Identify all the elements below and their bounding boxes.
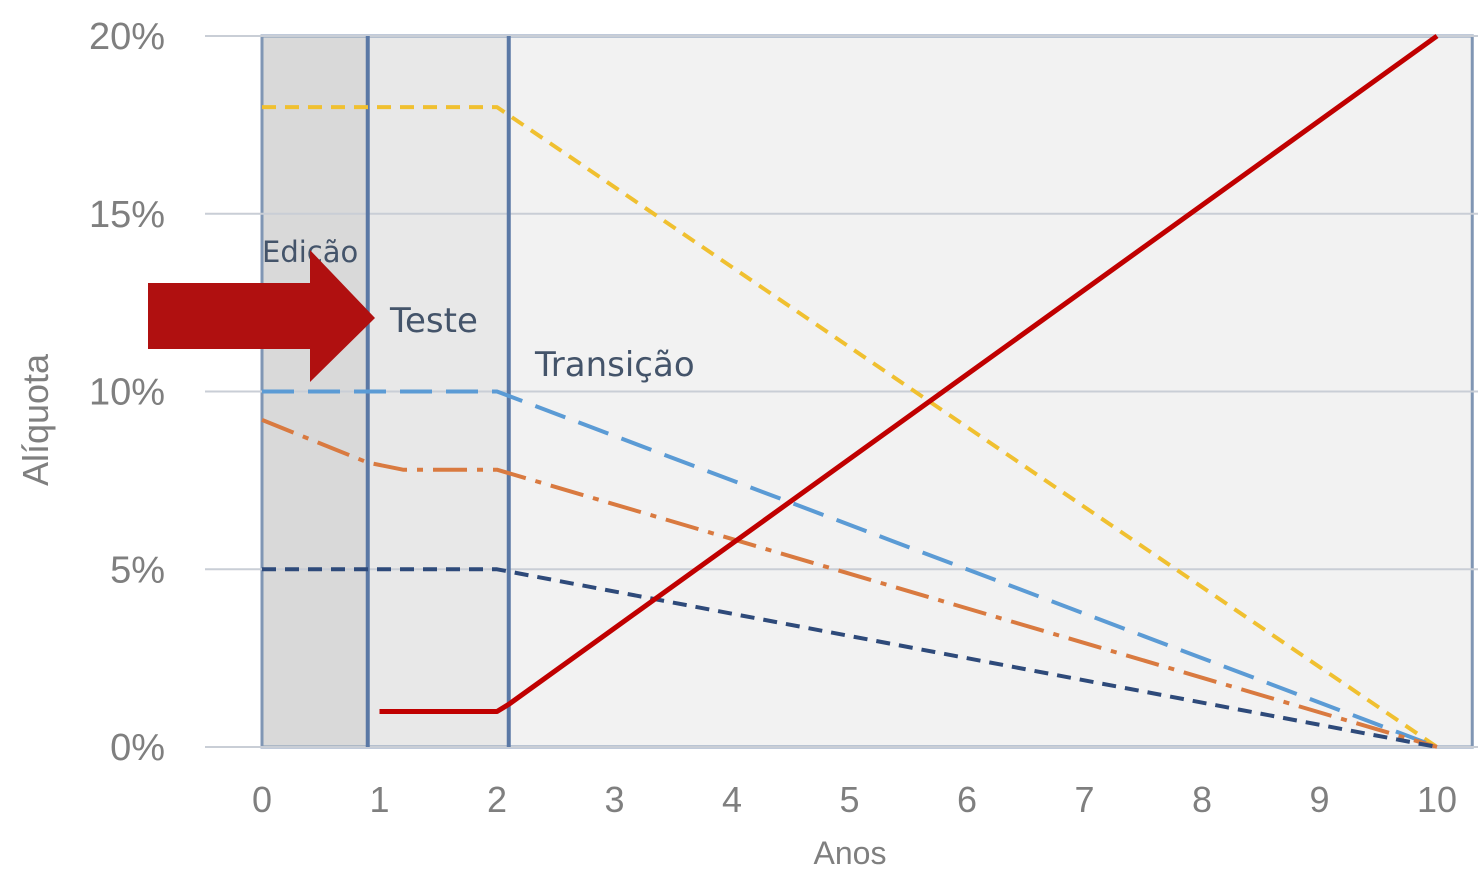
y-tick-label-1: 5% [110, 549, 165, 591]
y-tick-label-0: 0% [110, 727, 165, 769]
phase-label-transicao: Transição [534, 345, 695, 385]
x-tick-label-10: 10 [1417, 779, 1457, 820]
series-line-2 [262, 389, 1438, 749]
x-axis-ticks: 0 1 2 3 4 5 6 7 8 9 10 [252, 779, 1457, 820]
y-tick-label-2: 10% [89, 372, 165, 414]
series-line-0 [379, 33, 1439, 714]
y-tick-label-4: 20% [89, 16, 165, 58]
y-axis-title: Alíquota [15, 353, 56, 486]
x-axis-title: Anos [814, 835, 887, 869]
series-line-4 [262, 567, 1438, 749]
x-tick-label-1: 1 [369, 779, 389, 820]
x-tick-label-6: 6 [957, 779, 977, 820]
series-line-3 [261, 418, 1438, 749]
x-tick-label-2: 2 [487, 779, 507, 820]
x-tick-label-5: 5 [839, 779, 859, 820]
x-tick-label-9: 9 [1309, 779, 1329, 820]
series-line-1 [262, 105, 1439, 749]
x-tick-label-0: 0 [252, 779, 272, 820]
y-axis-ticks: 0% 5% 10% 15% 20% [89, 16, 165, 769]
x-tick-label-8: 8 [1192, 779, 1212, 820]
x-tick-label-4: 4 [722, 779, 742, 820]
series-lines [261, 33, 1439, 749]
y-tick-label-3: 15% [89, 194, 165, 236]
x-tick-label-7: 7 [1074, 779, 1094, 820]
x-tick-label-3: 3 [604, 779, 624, 820]
phase-label-teste: Teste [389, 301, 478, 341]
red-arrow-icon [148, 250, 375, 382]
